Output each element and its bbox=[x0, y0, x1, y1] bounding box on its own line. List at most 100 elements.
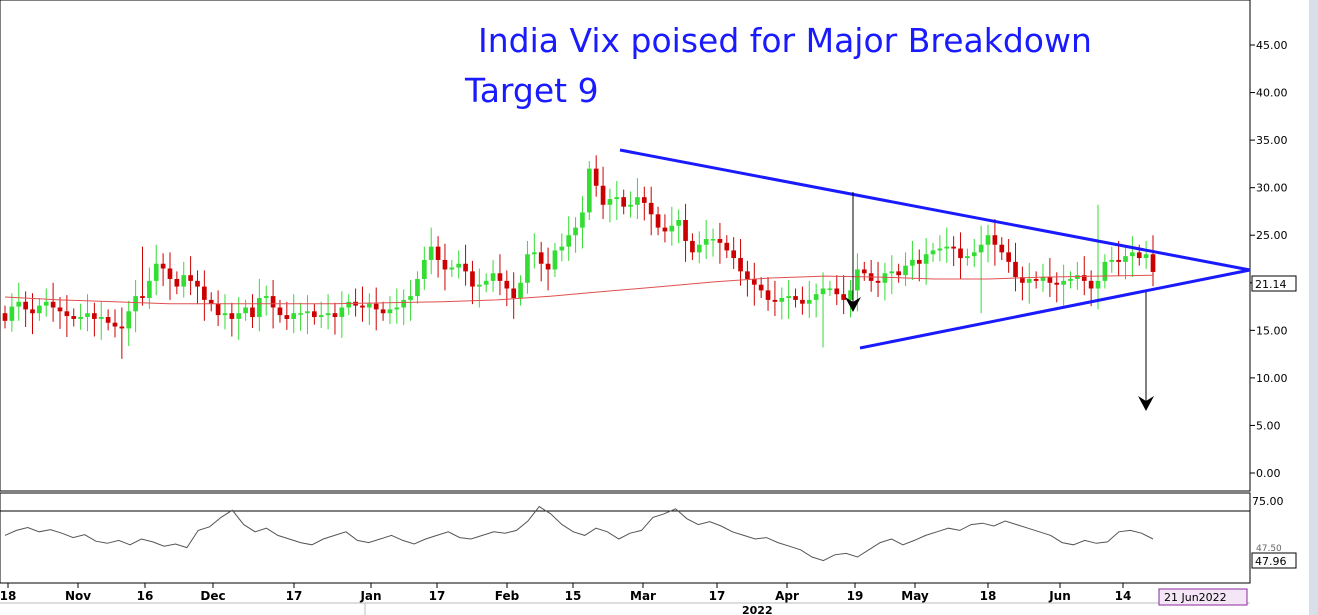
candle-body bbox=[937, 248, 943, 251]
candle-body bbox=[944, 246, 950, 249]
candle-body bbox=[243, 307, 248, 314]
candle-body bbox=[497, 273, 503, 281]
candle-body bbox=[64, 311, 70, 317]
candle-body bbox=[676, 220, 682, 226]
candle-body bbox=[1068, 278, 1073, 281]
candle-body bbox=[538, 252, 544, 264]
price-tick-label: 25.00 bbox=[1256, 229, 1288, 242]
indicator-tick-partial: 47.50 bbox=[1256, 544, 1282, 554]
candle-body bbox=[910, 259, 915, 266]
candle-body bbox=[263, 296, 269, 298]
candle-body bbox=[903, 265, 908, 276]
candle-body bbox=[133, 296, 138, 312]
candle-body bbox=[373, 303, 379, 310]
candle-body bbox=[2, 313, 8, 321]
candle-body bbox=[765, 290, 771, 300]
candle-body bbox=[1116, 259, 1121, 262]
candle-body bbox=[882, 273, 888, 283]
candle-body bbox=[1026, 278, 1032, 283]
candle-body bbox=[1081, 275, 1087, 281]
candle-body bbox=[731, 250, 737, 259]
candle-body bbox=[1054, 282, 1060, 285]
year-label: 2022 bbox=[742, 604, 773, 615]
candle-body bbox=[710, 239, 716, 241]
candle-body bbox=[332, 313, 338, 318]
candle-body bbox=[1143, 254, 1149, 259]
price-tick-label: 5.00 bbox=[1256, 419, 1281, 432]
candle-body bbox=[387, 309, 393, 314]
candle-body bbox=[1075, 275, 1080, 279]
candle-body bbox=[78, 317, 83, 319]
candle-body bbox=[1130, 252, 1135, 257]
candle-body bbox=[875, 280, 881, 283]
candle-body bbox=[1123, 256, 1128, 262]
x-tick-label: 14 bbox=[1115, 589, 1132, 603]
candle-body bbox=[174, 278, 180, 287]
small-arrow-head bbox=[845, 297, 861, 312]
candle-body bbox=[312, 311, 317, 318]
candle-body bbox=[105, 317, 111, 323]
candle-body bbox=[43, 301, 49, 306]
price-tick-label: 10.00 bbox=[1256, 372, 1288, 385]
candle-body bbox=[772, 299, 778, 302]
candle-body bbox=[841, 294, 846, 300]
candle-body bbox=[202, 286, 207, 300]
candle-body bbox=[545, 263, 551, 270]
candle-body bbox=[848, 290, 853, 300]
candle-body bbox=[999, 244, 1005, 253]
candle-body bbox=[951, 246, 956, 249]
chart-title: India Vix poised for Major Breakdown bbox=[478, 21, 1092, 60]
candle-body bbox=[442, 259, 448, 270]
candle-body bbox=[992, 235, 998, 245]
candle-body bbox=[779, 297, 785, 302]
candle-body bbox=[1088, 280, 1094, 289]
candle-body bbox=[456, 263, 462, 268]
candle-body bbox=[628, 204, 633, 207]
candle-body bbox=[669, 225, 675, 232]
candle-body bbox=[298, 313, 303, 315]
target-arrow-head bbox=[1138, 396, 1154, 411]
candle-body bbox=[827, 288, 833, 290]
candle-body bbox=[360, 305, 365, 308]
chart-subtitle: Target 9 bbox=[464, 71, 599, 110]
candle-body bbox=[1020, 277, 1025, 283]
candle-body bbox=[366, 303, 372, 308]
candle-body bbox=[635, 197, 640, 205]
candle-body bbox=[222, 313, 228, 316]
candle-body bbox=[621, 197, 627, 207]
x-tick-label: 19 bbox=[847, 589, 864, 603]
candle-body bbox=[126, 311, 132, 329]
candle-body bbox=[147, 280, 152, 298]
x-tick-label: Mar bbox=[630, 589, 656, 603]
candle-body bbox=[745, 271, 750, 279]
candle-body bbox=[896, 271, 901, 276]
candle-body bbox=[834, 288, 840, 295]
date-box-label: 21 Jun2022 bbox=[1164, 591, 1227, 604]
candle-body bbox=[703, 239, 709, 245]
candle-body bbox=[806, 299, 812, 304]
candle-body bbox=[504, 280, 510, 289]
candle-body bbox=[1033, 278, 1039, 281]
candle-body bbox=[339, 307, 345, 318]
candle-body bbox=[586, 168, 592, 213]
x-tick-label: Jun bbox=[1048, 589, 1071, 603]
price-tick-label: 30.00 bbox=[1256, 182, 1288, 195]
candle-body bbox=[408, 296, 413, 300]
right-scroll-strip[interactable] bbox=[1309, 0, 1318, 615]
candle-body bbox=[476, 284, 482, 287]
candle-body bbox=[916, 259, 922, 264]
candle-body bbox=[112, 322, 118, 327]
x-tick-label: 18 bbox=[980, 589, 997, 603]
candle-body bbox=[531, 252, 537, 255]
candle-body bbox=[215, 303, 221, 316]
candle-body bbox=[1061, 280, 1066, 285]
candle-body bbox=[98, 317, 104, 319]
candle-body bbox=[662, 227, 668, 232]
candle-body bbox=[9, 306, 15, 321]
candle-body bbox=[978, 244, 984, 253]
price-tick-label: 45.00 bbox=[1256, 39, 1288, 52]
candle-body bbox=[305, 311, 310, 314]
candle-body bbox=[648, 202, 654, 215]
candle-body bbox=[270, 296, 276, 308]
candle-body bbox=[428, 246, 434, 260]
